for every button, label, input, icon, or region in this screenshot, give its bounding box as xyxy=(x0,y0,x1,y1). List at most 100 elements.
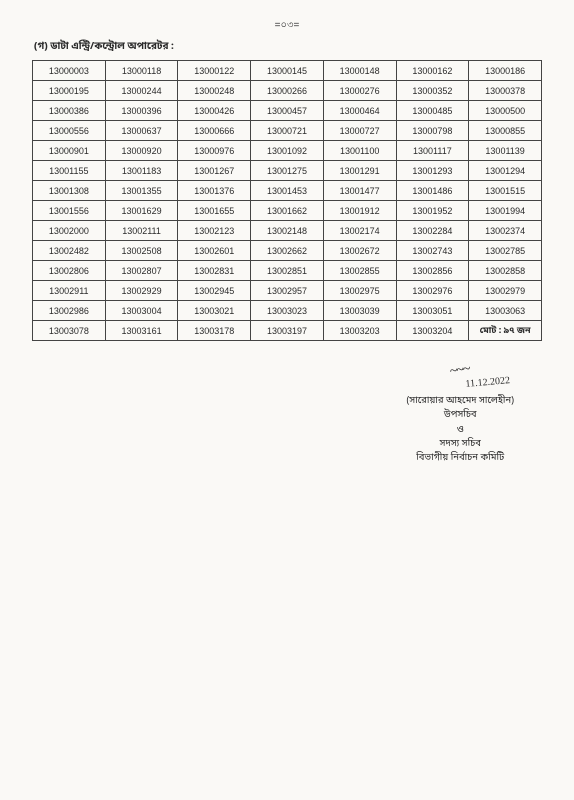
table-cell: 13001662 xyxy=(251,201,324,221)
table-cell: 13000637 xyxy=(105,121,178,141)
table-cell: 13002831 xyxy=(178,261,251,281)
table-cell: 13000162 xyxy=(396,61,469,81)
table-cell: 13003004 xyxy=(105,301,178,321)
table-cell: 13002374 xyxy=(469,221,542,241)
table-row: 1300280613002807130028311300285113002855… xyxy=(33,261,542,281)
table-cell: 13000276 xyxy=(323,81,396,101)
signatory-name: (সারোয়ার আহমেদ সালেহীন) xyxy=(406,394,514,408)
signature-block: ~~~ 11.12.2022 (সারোয়ার আহমেদ সালেহীন) … xyxy=(406,360,514,465)
table-cell: 13003178 xyxy=(178,321,251,341)
table-cell: 13001556 xyxy=(33,201,106,221)
table-cell: 13002975 xyxy=(323,281,396,301)
table-cell: 13000500 xyxy=(469,101,542,121)
results-table: 1300000313000118130001221300014513000148… xyxy=(32,60,542,341)
table-cell: 13002979 xyxy=(469,281,542,301)
table-cell: 13000976 xyxy=(178,141,251,161)
table-cell: 13001267 xyxy=(178,161,251,181)
table-cell: 13002957 xyxy=(251,281,324,301)
table-cell: 13002174 xyxy=(323,221,396,241)
table-row: 1300248213002508130026011300266213002672… xyxy=(33,241,542,261)
table-cell: 13002856 xyxy=(396,261,469,281)
table-cell: 13001994 xyxy=(469,201,542,221)
table-cell: 13002123 xyxy=(178,221,251,241)
table-cell: 13003051 xyxy=(396,301,469,321)
table-cell: 13001515 xyxy=(469,181,542,201)
table-cell: 13000457 xyxy=(251,101,324,121)
table-cell: 13001629 xyxy=(105,201,178,221)
table-cell: 13000186 xyxy=(469,61,542,81)
table-row: 1300307813003161130031781300319713003203… xyxy=(33,321,542,341)
table-cell: 13001308 xyxy=(33,181,106,201)
table-cell: 13003203 xyxy=(323,321,396,341)
table-cell: 13002482 xyxy=(33,241,106,261)
table-cell: 13002855 xyxy=(323,261,396,281)
table-cell: 13000901 xyxy=(33,141,106,161)
table-cell: 13000798 xyxy=(396,121,469,141)
table-cell: 13001139 xyxy=(469,141,542,161)
table-cell: 13003023 xyxy=(251,301,324,321)
table-cell: 13002807 xyxy=(105,261,178,281)
table-cell: 13002945 xyxy=(178,281,251,301)
signatory-title-3: বিভাগীয় নির্বাচন কমিটি xyxy=(406,451,514,465)
table-cell: 13000727 xyxy=(323,121,396,141)
table-cell: 13000556 xyxy=(33,121,106,141)
table-cell: 13002148 xyxy=(251,221,324,241)
table-cell: 13002601 xyxy=(178,241,251,261)
table-cell: 13003039 xyxy=(323,301,396,321)
table-cell: 13002976 xyxy=(396,281,469,301)
table-cell: 13003063 xyxy=(469,301,542,321)
table-cell: 13001275 xyxy=(251,161,324,181)
table-cell: 13000266 xyxy=(251,81,324,101)
table-row: 1300055613000637130006661300072113000727… xyxy=(33,121,542,141)
table-cell: 13000145 xyxy=(251,61,324,81)
table-cell: 13001912 xyxy=(323,201,396,221)
table-row: 1300200013002111130021231300214813002174… xyxy=(33,221,542,241)
table-row: 1300291113002929130029451300295713002975… xyxy=(33,281,542,301)
table-cell: 13003161 xyxy=(105,321,178,341)
table-cell: 13000148 xyxy=(323,61,396,81)
table-cell: 13000485 xyxy=(396,101,469,121)
table-cell: 13000378 xyxy=(469,81,542,101)
table-cell: 13001294 xyxy=(469,161,542,181)
table-row: 1300155613001629130016551300166213001912… xyxy=(33,201,542,221)
table-cell: 13002858 xyxy=(469,261,542,281)
document-page: =০৩= (গ) ডাটা এন্ট্রি/কন্ট্রোল অপারেটর :… xyxy=(0,0,574,800)
table-cell: 13000666 xyxy=(178,121,251,141)
table-cell: 13001183 xyxy=(105,161,178,181)
table-cell: 13000464 xyxy=(323,101,396,121)
table-cell: 13002851 xyxy=(251,261,324,281)
table-cell: 13001376 xyxy=(178,181,251,201)
table-cell: 13002111 xyxy=(105,221,178,241)
table-cell: 13002508 xyxy=(105,241,178,261)
table-cell: 13000396 xyxy=(105,101,178,121)
table-cell: 13001486 xyxy=(396,181,469,201)
table-row: 1300019513000244130002481300026613000276… xyxy=(33,81,542,101)
table-row: 1300298613003004130030211300302313003039… xyxy=(33,301,542,321)
table-cell: 13002000 xyxy=(33,221,106,241)
signatory-title-2: সদস্য সচিব xyxy=(406,437,514,451)
table-cell: 13003078 xyxy=(33,321,106,341)
table-cell: 13002806 xyxy=(33,261,106,281)
table-cell: 13000122 xyxy=(178,61,251,81)
table-cell: 13001477 xyxy=(323,181,396,201)
table-cell: 13002911 xyxy=(33,281,106,301)
signatory-amp: ও xyxy=(406,423,514,437)
page-number: =০৩= xyxy=(32,18,542,35)
table-cell: 13000721 xyxy=(251,121,324,141)
table-cell: 13001092 xyxy=(251,141,324,161)
table-cell: 13001291 xyxy=(323,161,396,181)
table-row: 1300090113000920130009761300109213001100… xyxy=(33,141,542,161)
table-cell: 13001453 xyxy=(251,181,324,201)
total-cell: মোট : ৯৭ জন xyxy=(469,321,542,341)
table-cell: 13001117 xyxy=(396,141,469,161)
table-row: 1300130813001355130013761300145313001477… xyxy=(33,181,542,201)
table-cell: 13000195 xyxy=(33,81,106,101)
table-cell: 13001155 xyxy=(33,161,106,181)
table-cell: 13003197 xyxy=(251,321,324,341)
table-cell: 13002929 xyxy=(105,281,178,301)
section-heading: (গ) ডাটা এন্ট্রি/কন্ট্রোল অপারেটর : xyxy=(34,41,542,54)
table-cell: 13000352 xyxy=(396,81,469,101)
table-cell: 13002986 xyxy=(33,301,106,321)
table-cell: 13003021 xyxy=(178,301,251,321)
table-cell: 13000244 xyxy=(105,81,178,101)
